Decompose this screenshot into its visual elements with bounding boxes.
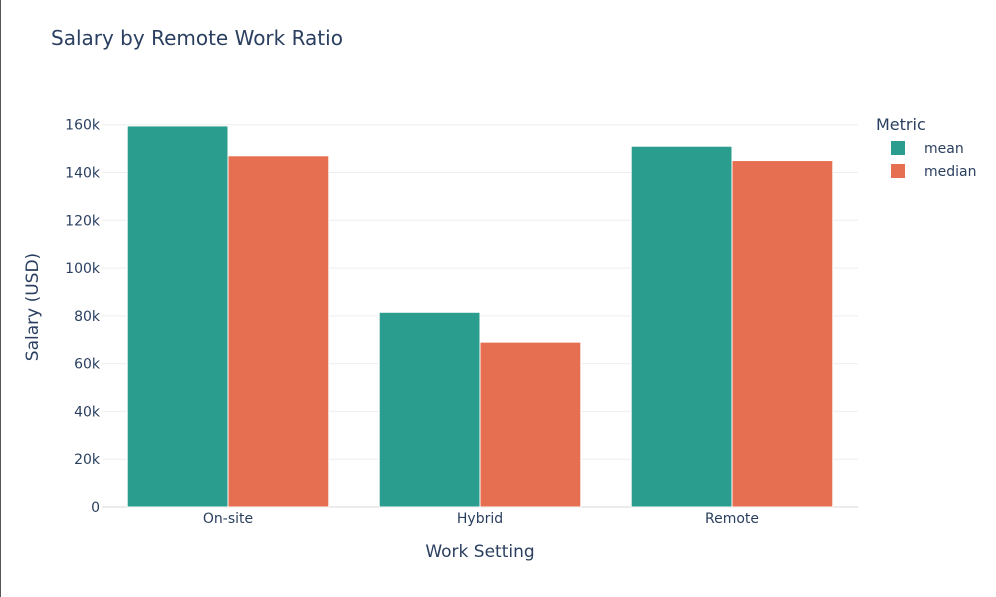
x-tick-label: Remote xyxy=(705,511,759,527)
y-tick-label: 120k xyxy=(65,213,101,229)
bar-mean-on-site[interactable] xyxy=(126,125,229,508)
bar-mean-hybrid[interactable] xyxy=(378,311,481,508)
x-tick-label: On-site xyxy=(203,511,253,527)
bar-median-remote[interactable] xyxy=(731,160,834,508)
legend-swatch-mean[interactable] xyxy=(891,141,905,155)
y-tick-label: 40k xyxy=(74,404,101,420)
legend-label-mean[interactable]: mean xyxy=(924,141,964,157)
y-tick-label: 0 xyxy=(91,500,100,516)
x-tick-labels: On-site Hybrid Remote xyxy=(203,511,759,527)
legend-title: Metric xyxy=(876,115,926,134)
x-axis-title: Work Setting xyxy=(425,542,534,562)
bars xyxy=(126,125,834,508)
y-tick-label: 140k xyxy=(65,166,101,182)
y-tick-label: 80k xyxy=(74,309,101,325)
chart-title: Salary by Remote Work Ratio xyxy=(51,26,343,50)
bar-median-on-site[interactable] xyxy=(227,155,330,508)
y-tick-label: 100k xyxy=(65,261,101,277)
y-tick-labels: 0 20k 40k 60k 80k 100k 120k 140k 160k xyxy=(65,118,101,516)
x-tick-label: Hybrid xyxy=(457,511,503,527)
legend: Metric mean median xyxy=(876,115,976,180)
bar-median-hybrid[interactable] xyxy=(479,341,582,508)
bar-mean-remote[interactable] xyxy=(630,145,733,508)
legend-label-median[interactable]: median xyxy=(924,164,976,180)
y-axis-title: Salary (USD) xyxy=(23,253,43,361)
y-tick-label: 60k xyxy=(74,357,101,373)
y-tick-label: 160k xyxy=(65,118,101,134)
y-tick-label: 20k xyxy=(74,452,101,468)
legend-swatch-median[interactable] xyxy=(891,164,905,178)
